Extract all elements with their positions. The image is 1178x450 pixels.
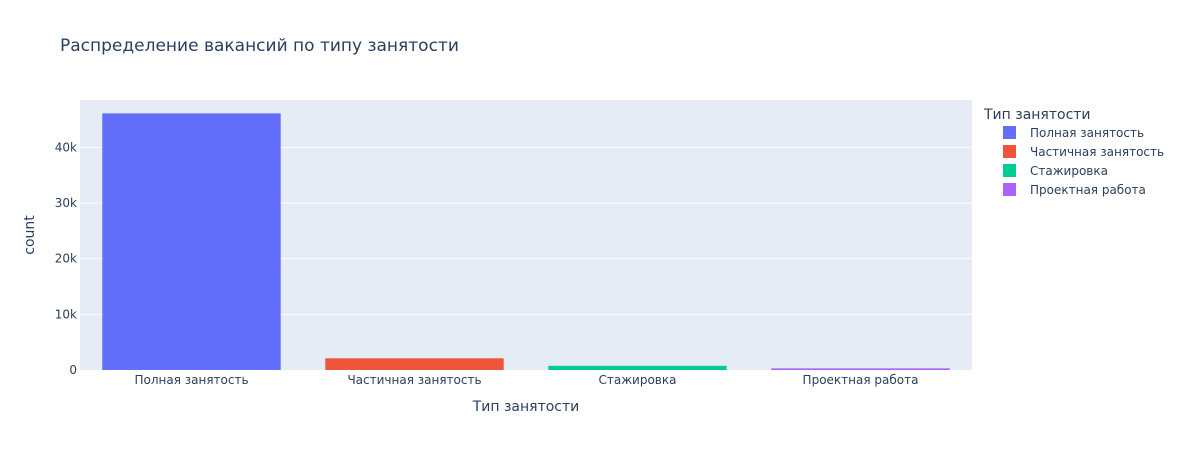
y-tick-label: 0	[69, 363, 77, 377]
legend-label: Полная занятость	[1030, 126, 1144, 140]
chart-title: Распределение вакансий по типу занятости	[60, 36, 459, 56]
bars	[102, 113, 950, 370]
x-tick-label: Стажировка	[599, 373, 677, 387]
bar[interactable]	[548, 365, 727, 370]
y-axis-ticks: 0 10k 20k 30k 40k	[55, 140, 77, 377]
legend-label: Частичная занятость	[1030, 145, 1164, 159]
legend-swatch	[1003, 183, 1016, 196]
legend-items: Полная занятость Частичная занятость Стажи…	[1003, 126, 1164, 197]
bar[interactable]	[325, 358, 504, 370]
y-tick-label: 20k	[55, 252, 77, 266]
x-axis-title: Тип занятости	[472, 399, 580, 415]
legend-swatch	[1003, 126, 1016, 139]
legend-item[interactable]: Полная занятость	[1003, 126, 1144, 140]
y-tick-label: 30k	[55, 196, 77, 210]
x-axis-ticks: Полная занятость Частичная занятость Стажи…	[134, 373, 918, 387]
bar[interactable]	[102, 113, 281, 370]
legend-swatch	[1003, 145, 1016, 158]
legend: Тип занятости Полная занятость Частичная …	[983, 107, 1164, 197]
y-tick-label: 40k	[55, 140, 77, 154]
legend-label: Стажировка	[1030, 164, 1108, 178]
y-axis-title: count	[22, 215, 38, 255]
x-tick-label: Частичная занятость	[347, 373, 481, 387]
legend-item[interactable]: Стажировка	[1003, 164, 1108, 178]
legend-label: Проектная работа	[1030, 183, 1146, 197]
legend-title: Тип занятости	[983, 107, 1091, 123]
y-tick-label: 10k	[55, 307, 77, 321]
x-tick-label: Полная занятость	[134, 373, 248, 387]
legend-item[interactable]: Проектная работа	[1003, 183, 1146, 197]
bar[interactable]	[771, 368, 950, 370]
x-tick-label: Проектная работа	[803, 373, 919, 387]
legend-swatch	[1003, 164, 1016, 177]
legend-item[interactable]: Частичная занятость	[1003, 145, 1164, 159]
